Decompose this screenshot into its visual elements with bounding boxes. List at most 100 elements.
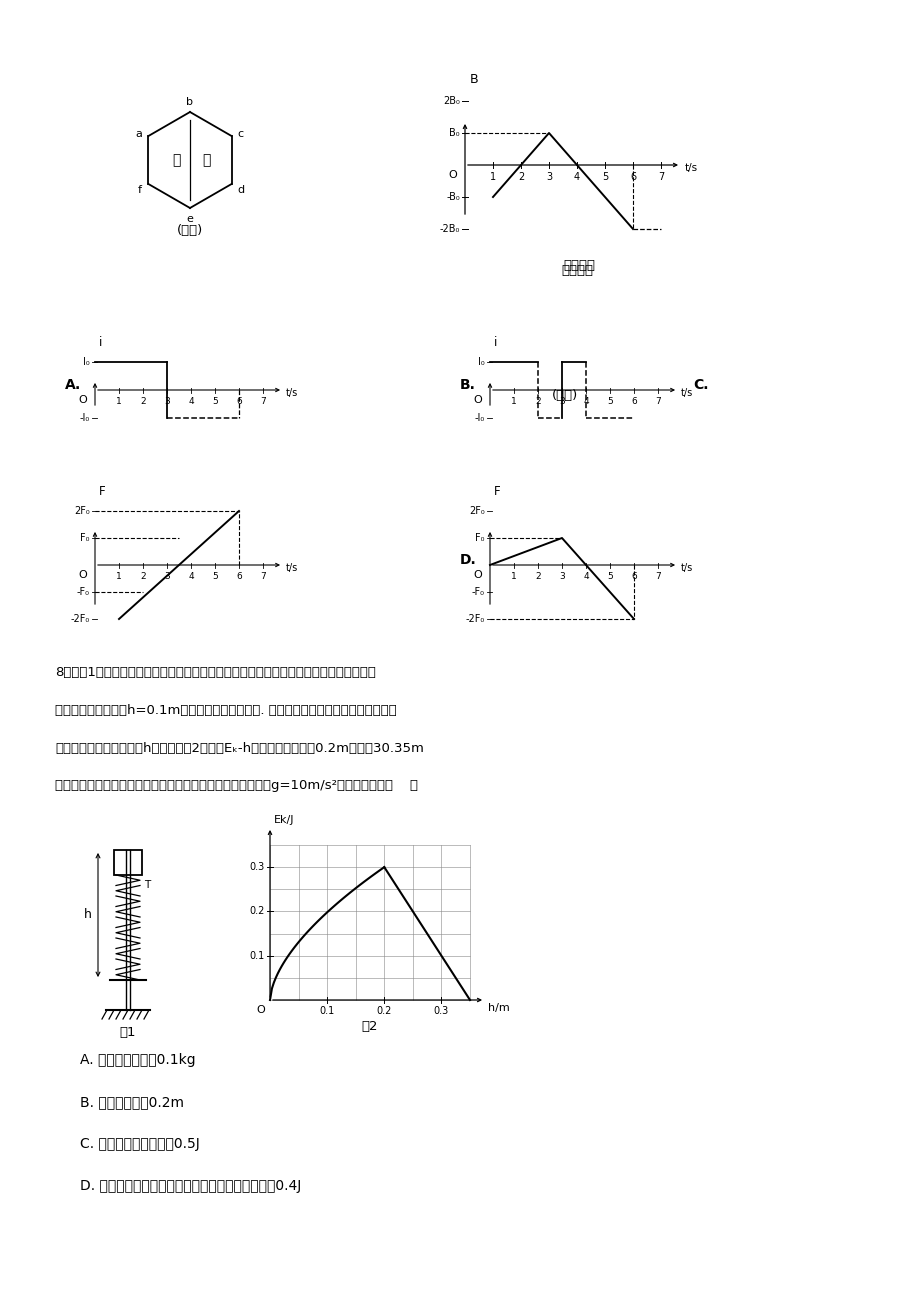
Text: F₀: F₀ (475, 533, 484, 543)
Text: (图甲): (图甲) (176, 224, 203, 237)
Text: 范围内图象为直线，其余部分为曲线，以地面为零势能面，取g=10m/s²，由图象可知（    ）: 范围内图象为直线，其余部分为曲线，以地面为零势能面，取g=10m/s²，由图象可… (55, 780, 417, 793)
Text: A.: A. (65, 378, 81, 392)
Text: T: T (144, 880, 150, 891)
Text: O: O (78, 395, 87, 405)
Text: 2B₀: 2B₀ (443, 96, 460, 105)
Text: B: B (470, 73, 478, 86)
Text: 1: 1 (490, 172, 495, 182)
Text: -I₀: -I₀ (474, 413, 484, 423)
Text: O: O (472, 570, 482, 579)
Text: 4: 4 (583, 397, 588, 406)
Text: 6: 6 (236, 572, 242, 581)
Text: Ek/J: Ek/J (274, 815, 294, 825)
Text: 到滑块的速度和离地高度h并作出如图2滑块的Eₖ-h图象，其中高度从0.2m上升到30.35m: 到滑块的速度和离地高度h并作出如图2滑块的Eₖ-h图象，其中高度从0.2m上升到… (55, 742, 424, 754)
Text: t/s: t/s (685, 163, 698, 173)
Text: 2: 2 (535, 397, 540, 406)
Text: 3: 3 (559, 572, 564, 581)
Text: f: f (137, 185, 142, 195)
Text: F: F (494, 486, 500, 497)
Text: t/s: t/s (286, 388, 298, 398)
Text: 5: 5 (607, 572, 612, 581)
Text: D. 小滑块的重力势能与弹簧的弹性势能总和最小为0.4J: D. 小滑块的重力势能与弹簧的弹性势能总和最小为0.4J (80, 1180, 301, 1193)
Text: B.: B. (460, 378, 475, 392)
Text: B. 轻弹簧原长为0.2m: B. 轻弹簧原长为0.2m (80, 1095, 184, 1109)
Text: I₀: I₀ (478, 357, 484, 367)
Text: O: O (256, 1005, 265, 1016)
Text: 3: 3 (545, 172, 551, 182)
Text: 0.1: 0.1 (249, 950, 265, 961)
Text: 3: 3 (559, 397, 564, 406)
Text: d: d (237, 185, 244, 195)
Text: (图乙): (图乙) (551, 389, 577, 402)
Text: 1: 1 (116, 397, 121, 406)
Text: 1: 1 (116, 572, 121, 581)
Text: 2: 2 (517, 172, 524, 182)
Text: 4: 4 (188, 397, 194, 406)
Text: 5: 5 (601, 172, 607, 182)
Text: -F₀: -F₀ (77, 587, 90, 598)
Text: D.: D. (460, 553, 476, 566)
Text: 0.2: 0.2 (249, 906, 265, 917)
Text: t/s: t/s (680, 562, 693, 573)
Text: -2F₀: -2F₀ (465, 615, 484, 624)
Text: h: h (84, 909, 92, 922)
Text: 4: 4 (583, 572, 588, 581)
FancyBboxPatch shape (114, 850, 142, 875)
Text: 0.2: 0.2 (376, 1006, 391, 1016)
Text: -F₀: -F₀ (471, 587, 484, 598)
Text: e: e (187, 214, 193, 224)
Text: 0.3: 0.3 (249, 862, 265, 872)
Text: 2: 2 (140, 397, 145, 406)
Text: -B₀: -B₀ (446, 191, 460, 202)
Text: I₀: I₀ (83, 357, 90, 367)
Text: 压缩弹簧至离地高度h=0.1m处，滑块与弹簧不挂接. 现由静止释放滑块，通过传感器测量: 压缩弹簧至离地高度h=0.1m处，滑块与弹簧不挂接. 现由静止释放滑块，通过传感… (55, 703, 396, 716)
Text: -2F₀: -2F₀ (71, 615, 90, 624)
Text: O: O (78, 570, 87, 579)
Text: 图1: 图1 (119, 1026, 136, 1039)
Text: 7: 7 (654, 572, 660, 581)
Text: 4: 4 (573, 172, 580, 182)
Text: -I₀: -I₀ (80, 413, 90, 423)
Text: 6: 6 (236, 397, 242, 406)
Text: 0.1: 0.1 (319, 1006, 335, 1016)
Text: 0.3: 0.3 (434, 1006, 448, 1016)
Text: 1: 1 (511, 572, 516, 581)
Text: 右: 右 (201, 154, 210, 167)
Text: C.: C. (692, 378, 708, 392)
Text: 6: 6 (630, 572, 636, 581)
Text: -2B₀: -2B₀ (439, 224, 460, 234)
Text: a: a (135, 129, 142, 139)
Text: 7: 7 (657, 172, 664, 182)
Text: h/m: h/m (487, 1003, 509, 1013)
Text: 4: 4 (188, 572, 194, 581)
Text: 5: 5 (212, 572, 218, 581)
Text: B₀: B₀ (448, 128, 460, 138)
Text: C. 弹簧最大弹性势能为0.5J: C. 弹簧最大弹性势能为0.5J (80, 1137, 199, 1151)
Text: i: i (494, 336, 497, 349)
Text: 3: 3 (164, 397, 170, 406)
Text: （图乙）: （图乙） (562, 259, 595, 272)
Text: 2F₀: 2F₀ (74, 506, 90, 516)
Text: F₀: F₀ (81, 533, 90, 543)
Text: 左: 左 (172, 154, 180, 167)
Text: 2F₀: 2F₀ (469, 506, 484, 516)
Text: 1: 1 (511, 397, 516, 406)
Text: O: O (448, 171, 457, 180)
Text: b: b (187, 98, 193, 107)
Text: 3: 3 (164, 572, 170, 581)
Text: 8。如图1所示，竞直光滑杆固定不动，套在杆上的弹簧下端固定，将套在杆上的滑块向下: 8。如图1所示，竞直光滑杆固定不动，套在杆上的弹簧下端固定，将套在杆上的滑块向下 (55, 665, 376, 678)
Text: t/s: t/s (286, 562, 298, 573)
Text: 7: 7 (260, 397, 266, 406)
Text: （图乙）: （图乙） (561, 264, 593, 277)
Text: 6: 6 (630, 397, 636, 406)
Text: O: O (472, 395, 482, 405)
Text: A. 小滑块的质量为0.1kg: A. 小滑块的质量为0.1kg (80, 1053, 196, 1068)
Text: t/s: t/s (680, 388, 693, 398)
Text: c: c (237, 129, 244, 139)
Text: 图2: 图2 (361, 1019, 378, 1032)
Text: 5: 5 (212, 397, 218, 406)
Text: F: F (99, 486, 106, 497)
Text: i: i (99, 336, 102, 349)
Text: 6: 6 (630, 172, 635, 182)
Text: 7: 7 (260, 572, 266, 581)
